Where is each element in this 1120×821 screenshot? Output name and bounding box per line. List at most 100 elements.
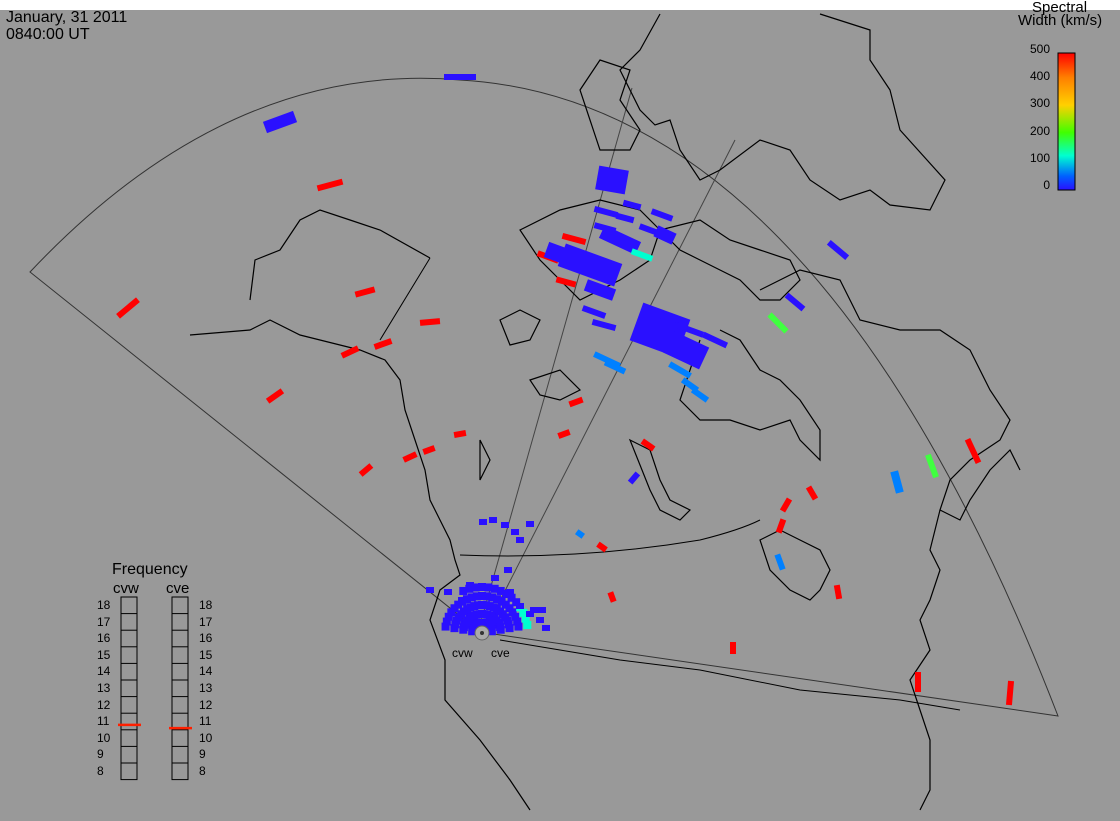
echo-cell — [915, 672, 921, 692]
frequency-tick-cvw: 8 — [97, 764, 104, 778]
echo-cell — [657, 311, 683, 325]
echo-cell — [516, 603, 524, 609]
colorbar-tick: 500 — [1029, 42, 1050, 56]
frequency-tick-cvw: 14 — [97, 664, 111, 679]
frequency-box-cve — [171, 596, 189, 781]
echo-cell — [487, 627, 496, 636]
echo-cell — [512, 598, 521, 607]
frequency-tick-cve: 14 — [199, 664, 213, 679]
echo-cell — [505, 624, 514, 633]
echo-cell — [511, 529, 519, 535]
echo-cell — [478, 583, 486, 591]
echo-cell — [513, 617, 522, 626]
echo-cell — [447, 608, 456, 617]
frequency-tick-cvw: 12 — [97, 697, 111, 712]
echo-cell — [458, 597, 466, 603]
time-label: 0840:00 UT — [6, 26, 90, 43]
echo-cell — [478, 592, 486, 600]
radar-label-cve: cve — [491, 646, 510, 660]
echo-cell — [607, 591, 617, 603]
echo-cell — [471, 583, 480, 592]
frequency-tick-cvw: 17 — [97, 614, 111, 629]
echo-cell — [507, 593, 516, 602]
coast-hudson-bay — [679, 329, 821, 462]
echo-cell — [358, 463, 374, 477]
frequency-label-cvw: cvw — [113, 580, 139, 597]
colorbar — [1057, 52, 1076, 191]
echo-cell — [496, 586, 505, 595]
echo-cell — [583, 279, 617, 301]
echo-cell — [805, 485, 819, 501]
border-mexico — [499, 639, 961, 711]
echo-cell — [506, 589, 514, 595]
colorbar-title-line2: Width (km/s) — [1018, 12, 1103, 29]
echo-cell — [530, 607, 538, 613]
echo-cell — [561, 232, 587, 246]
echo-cell — [575, 529, 585, 539]
echo-cell — [581, 305, 607, 319]
echo-cell — [490, 584, 499, 593]
echo-cell — [402, 451, 418, 463]
echo-cell — [373, 338, 393, 350]
borders — [379, 257, 961, 711]
echo-cell — [426, 587, 434, 593]
frequency-tick-cvw: 16 — [97, 631, 111, 646]
echo-cell — [662, 330, 710, 370]
echo-cell — [442, 617, 451, 626]
frequency-tick-cve: 18 — [199, 598, 213, 612]
echo-cell — [496, 625, 505, 634]
echo-cell — [784, 292, 806, 312]
echo-cell — [501, 522, 509, 528]
echo-cell — [622, 199, 642, 211]
coast-great-lakes — [759, 529, 831, 601]
frequency-tick-cve: 10 — [199, 730, 213, 745]
coast-baffin — [658, 219, 801, 301]
coastlines — [189, 13, 1021, 811]
echo-cell — [591, 318, 617, 332]
radar-label-cvw: cvw — [452, 646, 473, 660]
echo-cell — [650, 208, 674, 222]
echo-cell — [354, 286, 376, 298]
echo-cell — [526, 521, 534, 527]
echo-cell — [489, 517, 497, 523]
frequency-tick-cve: 13 — [199, 681, 213, 695]
border-canada-us — [459, 519, 761, 557]
coast-greenland — [619, 13, 946, 211]
map-svg — [29, 13, 1076, 811]
echo-cell — [890, 470, 904, 494]
echo-cell — [459, 586, 468, 595]
frequency-tick-cve: 8 — [199, 764, 206, 778]
frequency-tick-cve: 11 — [199, 714, 212, 729]
colorbar-title-line1: Spectral — [1032, 0, 1088, 16]
frequency-tick-cvw: 13 — [97, 681, 111, 695]
echo-cell — [779, 497, 793, 513]
echo-cell — [775, 518, 787, 534]
echo-cell — [536, 617, 544, 623]
echo-cell — [521, 614, 530, 623]
echo-cell — [630, 248, 654, 262]
border-alaska-canada — [379, 257, 431, 341]
coast-ellesmere — [579, 59, 641, 151]
echo-cell — [538, 607, 546, 613]
frequency-tick-cvw: 10 — [97, 730, 111, 745]
echo-cell — [491, 575, 499, 581]
echo-cell — [675, 322, 705, 338]
echo-cell — [504, 567, 512, 573]
echo-cell — [340, 345, 360, 359]
echo-cell — [925, 453, 939, 479]
echo-cell — [265, 388, 285, 404]
echo-cell — [444, 74, 476, 80]
echo-cell — [555, 276, 577, 288]
echo-cell — [557, 429, 571, 439]
echo-cell — [496, 597, 504, 603]
frequency-tick-cvw: 15 — [97, 647, 111, 662]
echo-cell — [479, 519, 487, 525]
frequency-box-cvw — [120, 596, 138, 781]
echo-cell — [508, 608, 517, 617]
echo-cell — [596, 541, 608, 553]
echo-cell — [419, 318, 441, 326]
echo-cell — [690, 387, 710, 403]
echo-cell — [615, 212, 635, 224]
colorbar-tick: 200 — [1029, 123, 1050, 138]
